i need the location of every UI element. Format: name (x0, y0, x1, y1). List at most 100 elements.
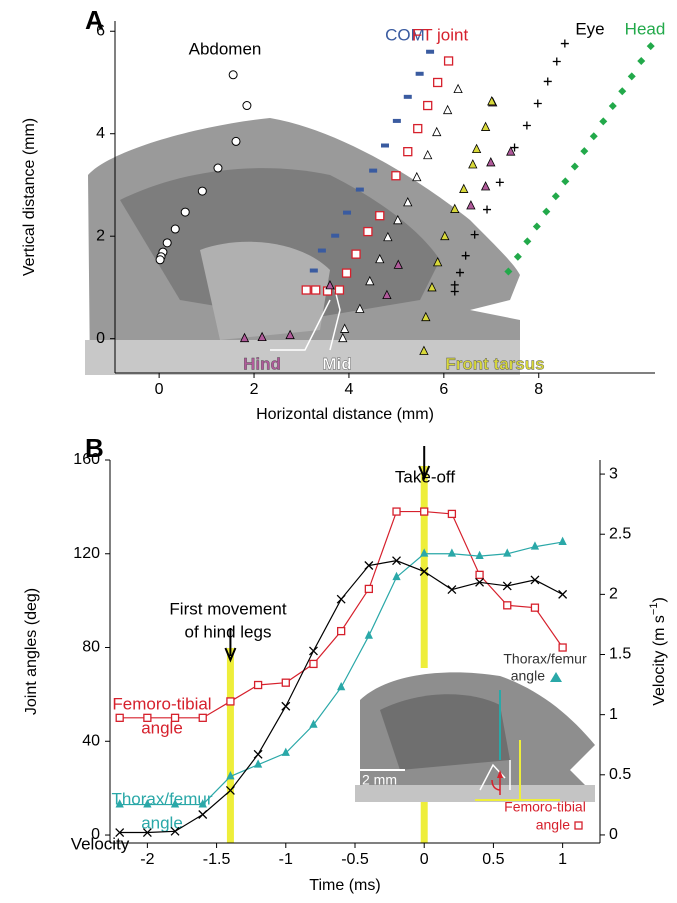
series-label: Thorax/femur (111, 789, 212, 808)
point (225, 785, 235, 795)
y-axis-title: Vertical distance (mm) (21, 118, 38, 276)
event-arrow (224, 628, 237, 663)
point (226, 697, 235, 706)
point (382, 289, 392, 300)
point (337, 681, 346, 691)
panel-label: B (85, 433, 104, 463)
point (450, 203, 460, 213)
point (281, 701, 291, 711)
y2-axis-title-part: Velocity (m s (651, 615, 668, 706)
point (403, 196, 413, 207)
point (143, 799, 152, 808)
series-label: COM (385, 25, 425, 44)
point (618, 87, 627, 96)
point (198, 799, 207, 808)
y-tick-label: 0 (91, 826, 100, 843)
y2-axis-title-part: −1 (648, 603, 660, 616)
point (253, 749, 263, 759)
point (532, 222, 541, 231)
point (433, 77, 443, 88)
point (455, 268, 464, 277)
point (453, 83, 463, 94)
point (309, 268, 318, 273)
y2-tick-label: 1.5 (609, 646, 631, 663)
point (423, 100, 433, 111)
point (423, 149, 433, 160)
point (309, 659, 318, 669)
point (421, 311, 431, 322)
x-tick-label: 6 (439, 381, 448, 398)
point (180, 207, 190, 217)
x-tick-label: 0.5 (482, 851, 504, 868)
point (355, 303, 365, 313)
x-tick-label: -0.5 (341, 851, 369, 868)
point (403, 147, 413, 157)
y2-tick-label: 2 (609, 586, 618, 603)
point (364, 630, 373, 639)
series-label: FT joint (412, 25, 469, 44)
point (443, 56, 454, 66)
point (381, 143, 389, 148)
point (558, 536, 567, 545)
point (419, 567, 429, 576)
point (646, 42, 655, 51)
point (552, 57, 561, 66)
x-axis-title: Time (ms) (309, 877, 380, 894)
point (170, 713, 180, 722)
series-label: Femoro-tibial (112, 694, 211, 713)
point (170, 224, 180, 234)
point (447, 585, 457, 595)
event-arrow (418, 446, 431, 481)
annotation: of hind legs (185, 622, 272, 641)
x-tick-label: -1 (279, 851, 293, 868)
point (589, 132, 598, 141)
point (486, 157, 496, 167)
y-tick-label: 6 (96, 22, 105, 39)
point (257, 331, 267, 342)
panel-label: A (85, 5, 104, 35)
point (301, 285, 311, 295)
y-tick-label: 160 (73, 451, 100, 468)
point (143, 713, 152, 722)
point (470, 230, 479, 239)
point (426, 49, 435, 54)
point (461, 251, 470, 260)
point (170, 826, 180, 836)
point (336, 594, 346, 604)
point (170, 799, 180, 808)
point (231, 136, 241, 146)
series-label: Head (625, 19, 666, 38)
point (162, 238, 172, 248)
point (375, 253, 385, 264)
point (285, 329, 295, 339)
x-axis-title: Horizontal distance (mm) (256, 406, 434, 423)
point (309, 646, 318, 656)
point (570, 162, 579, 171)
point (513, 252, 522, 261)
point (198, 810, 208, 819)
annotation: Take-off (395, 467, 455, 486)
x-tick-label: 2 (250, 381, 259, 398)
point (420, 548, 429, 557)
point (311, 285, 321, 295)
point (115, 713, 124, 722)
point (580, 147, 589, 156)
point (155, 255, 165, 265)
point (551, 192, 560, 201)
point (392, 556, 401, 566)
point (198, 713, 207, 722)
point (427, 282, 437, 292)
point (480, 121, 491, 131)
point (475, 577, 485, 587)
y-tick-label: 0 (96, 330, 105, 347)
y-tick-label: 80 (82, 639, 100, 656)
point (392, 571, 401, 581)
y-tick-label: 4 (96, 125, 105, 142)
series-label: Mid (322, 354, 351, 373)
series-label: Velocity (71, 834, 130, 853)
point (483, 205, 492, 214)
point (543, 77, 552, 86)
point (502, 581, 512, 591)
point (561, 177, 570, 186)
point (495, 178, 504, 187)
